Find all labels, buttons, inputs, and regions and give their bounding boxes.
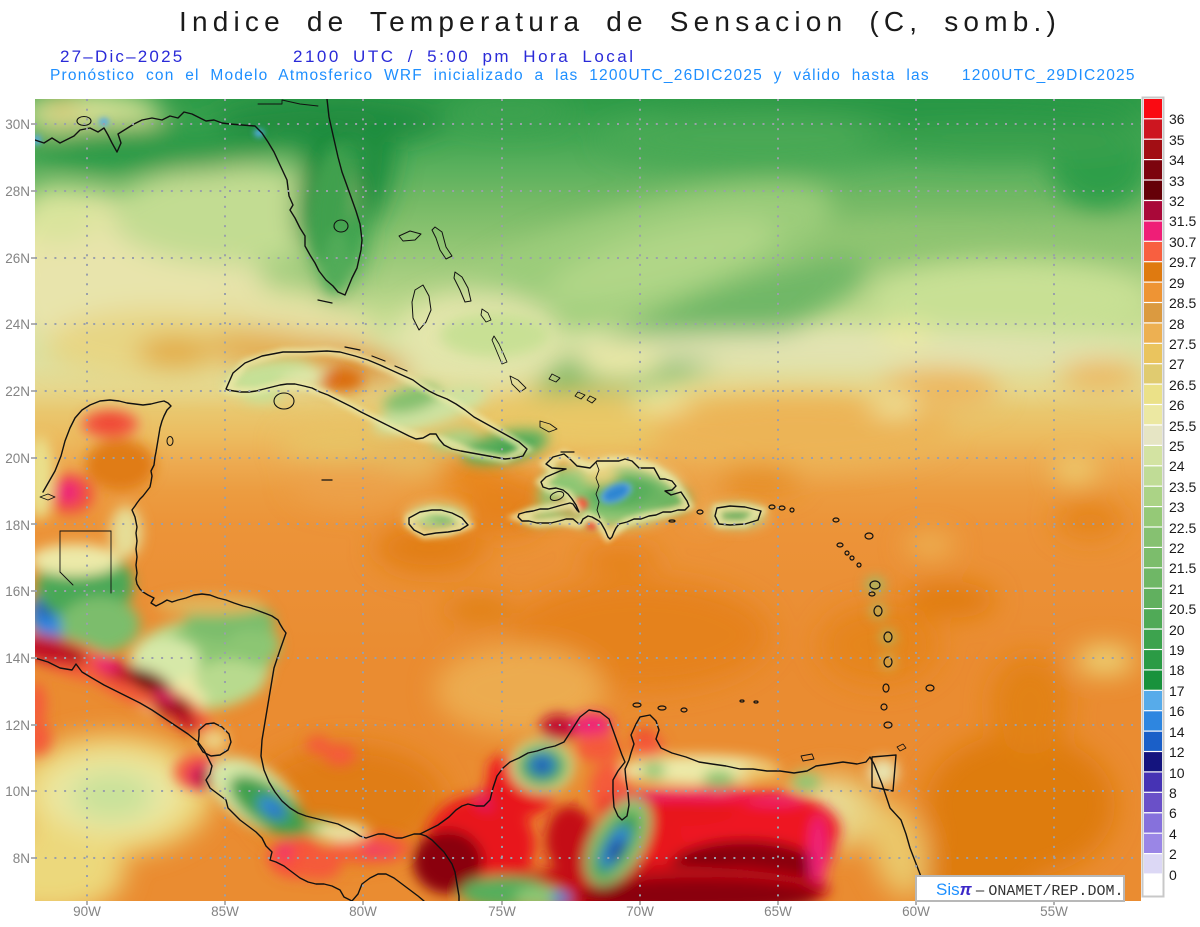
svg-text:28: 28	[1169, 316, 1185, 332]
svg-text:32: 32	[1169, 193, 1185, 209]
svg-text:80W: 80W	[349, 904, 377, 919]
svg-text:31.5: 31.5	[1169, 213, 1196, 229]
svg-text:10: 10	[1169, 765, 1185, 781]
svg-text:6: 6	[1169, 805, 1177, 821]
svg-text:34: 34	[1169, 152, 1185, 168]
svg-text:14: 14	[1169, 724, 1185, 740]
svg-text:25.5: 25.5	[1169, 418, 1196, 434]
svg-text:29: 29	[1169, 275, 1185, 291]
svg-text:60W: 60W	[902, 904, 930, 919]
svg-text:26N: 26N	[5, 251, 30, 266]
svg-text:35: 35	[1169, 132, 1185, 148]
svg-text:20N: 20N	[5, 451, 30, 466]
svg-text:27: 27	[1169, 356, 1185, 372]
svg-text:23: 23	[1169, 499, 1185, 515]
svg-text:0: 0	[1169, 867, 1177, 883]
svg-text:85W: 85W	[211, 904, 239, 919]
svg-text:12: 12	[1169, 744, 1185, 760]
svg-text:90W: 90W	[73, 904, 101, 919]
svg-text:33: 33	[1169, 173, 1185, 189]
svg-text:21: 21	[1169, 581, 1185, 597]
svg-text:16N: 16N	[5, 584, 30, 599]
svg-text:25: 25	[1169, 438, 1185, 454]
svg-text:28N: 28N	[5, 184, 30, 199]
svg-text:4: 4	[1169, 826, 1177, 842]
svg-text:Sisπ – ONAMET/REP.DOM.: Sisπ – ONAMET/REP.DOM.	[936, 880, 1123, 900]
svg-text:21.5: 21.5	[1169, 560, 1196, 576]
svg-text:24: 24	[1169, 458, 1185, 474]
svg-text:75W: 75W	[488, 904, 516, 919]
svg-text:22N: 22N	[5, 384, 30, 399]
svg-text:26.5: 26.5	[1169, 377, 1196, 393]
svg-text:10N: 10N	[5, 784, 30, 799]
svg-text:Pronóstico con el Modelo Atmos: Pronóstico con el Modelo Atmosferico WRF…	[50, 67, 1136, 84]
svg-text:20.5: 20.5	[1169, 601, 1196, 617]
svg-text:55W: 55W	[1040, 904, 1068, 919]
svg-text:18N: 18N	[5, 518, 30, 533]
svg-text:23.5: 23.5	[1169, 479, 1196, 495]
svg-text:36: 36	[1169, 111, 1185, 127]
svg-text:26: 26	[1169, 397, 1185, 413]
svg-text:22.5: 22.5	[1169, 520, 1196, 536]
svg-text:27–Dic–2025: 27–Dic–2025	[60, 47, 184, 66]
svg-text:65W: 65W	[764, 904, 792, 919]
svg-text:22: 22	[1169, 540, 1185, 556]
svg-text:17: 17	[1169, 683, 1185, 699]
svg-text:12N: 12N	[5, 718, 30, 733]
svg-text:14N: 14N	[5, 651, 30, 666]
svg-text:18: 18	[1169, 662, 1185, 678]
svg-text:20: 20	[1169, 622, 1185, 638]
svg-text:Indice de Temperatura de Sensa: Indice de Temperatura de Sensacion (C, s…	[179, 6, 1061, 37]
svg-text:28.5: 28.5	[1169, 295, 1196, 311]
svg-text:27.5: 27.5	[1169, 336, 1196, 352]
svg-text:19: 19	[1169, 642, 1185, 658]
svg-text:30N: 30N	[5, 117, 30, 132]
svg-text:70W: 70W	[626, 904, 654, 919]
svg-text:2: 2	[1169, 846, 1177, 862]
svg-text:30.7: 30.7	[1169, 234, 1196, 250]
svg-text:2100 UTC / 5:00 pm Hora Local: 2100 UTC / 5:00 pm Hora Local	[293, 47, 636, 66]
svg-text:29.7: 29.7	[1169, 254, 1196, 270]
svg-text:8: 8	[1169, 785, 1177, 801]
svg-text:16: 16	[1169, 703, 1185, 719]
svg-text:24N: 24N	[5, 317, 30, 332]
svg-text:8N: 8N	[13, 851, 30, 866]
